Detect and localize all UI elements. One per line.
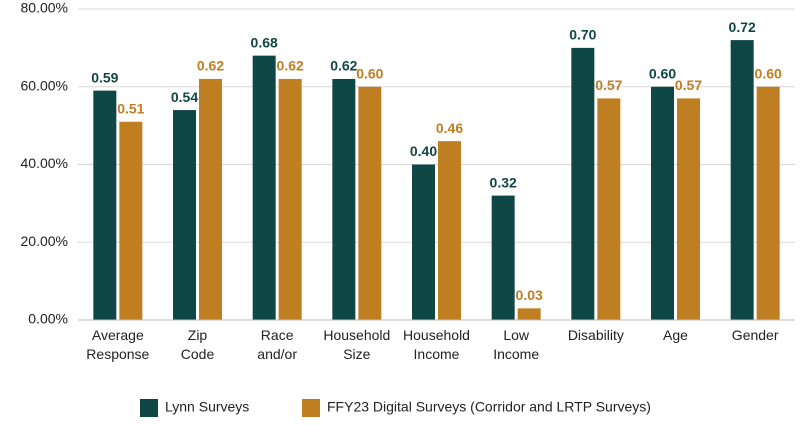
y-tick-label: 40.00%	[21, 155, 68, 171]
legend-label: FFY23 Digital Surveys (Corridor and LRTP…	[327, 399, 651, 415]
bar	[491, 195, 515, 320]
value-label: 0.03	[516, 287, 543, 303]
x-tick-label: Race and/or	[257, 327, 298, 362]
value-label: 0.70	[569, 27, 596, 43]
value-label: 0.51	[117, 100, 144, 116]
value-label: 0.54	[171, 89, 198, 105]
bar	[358, 86, 382, 320]
value-label: 0.62	[277, 58, 304, 74]
legend-label: Lynn Surveys	[165, 399, 249, 415]
value-label: 0.60	[755, 65, 782, 81]
x-tick-label: Household Income	[403, 327, 470, 362]
bar	[199, 78, 222, 320]
x-tick-label: Low Income	[493, 327, 540, 362]
bar	[756, 86, 780, 320]
y-tick-label: 0.00%	[28, 311, 68, 327]
x-tick-label: Gender	[731, 327, 779, 343]
y-tick-label: 60.00%	[21, 77, 68, 93]
value-label: 0.57	[675, 77, 702, 93]
bar	[278, 78, 302, 320]
bar	[332, 78, 356, 320]
x-tick-label: Average Response	[86, 327, 150, 362]
legend-swatch	[302, 399, 320, 417]
bar	[597, 98, 621, 320]
legend-swatch	[140, 399, 158, 417]
x-tick-label: Disability	[567, 327, 624, 343]
value-label: 0.68	[251, 34, 278, 50]
bar	[93, 90, 117, 320]
value-label: 0.59	[91, 69, 118, 85]
value-label: 0.57	[595, 77, 622, 93]
value-label: 0.46	[436, 120, 463, 136]
value-label: 0.40	[410, 143, 437, 159]
bar	[730, 40, 754, 320]
value-label: 0.60	[649, 65, 676, 81]
y-tick-label: 20.00%	[21, 233, 68, 249]
value-label: 0.72	[729, 19, 756, 35]
bar	[677, 98, 700, 320]
bar	[651, 86, 674, 320]
bar	[571, 47, 595, 320]
bar	[119, 121, 143, 320]
bar	[438, 141, 461, 320]
bar	[517, 308, 541, 320]
bar	[252, 55, 276, 321]
y-tick-label: 80.00%	[21, 0, 68, 16]
value-label: 0.62	[197, 58, 224, 74]
value-label: 0.60	[356, 65, 383, 81]
x-tick-label: Age	[663, 327, 688, 343]
value-label: 0.62	[330, 58, 357, 74]
value-label: 0.32	[490, 174, 517, 190]
x-tick-label: Household Size	[323, 327, 391, 362]
x-tick-label: Zip Code	[180, 327, 215, 362]
bar	[173, 110, 196, 320]
bar	[412, 164, 435, 320]
